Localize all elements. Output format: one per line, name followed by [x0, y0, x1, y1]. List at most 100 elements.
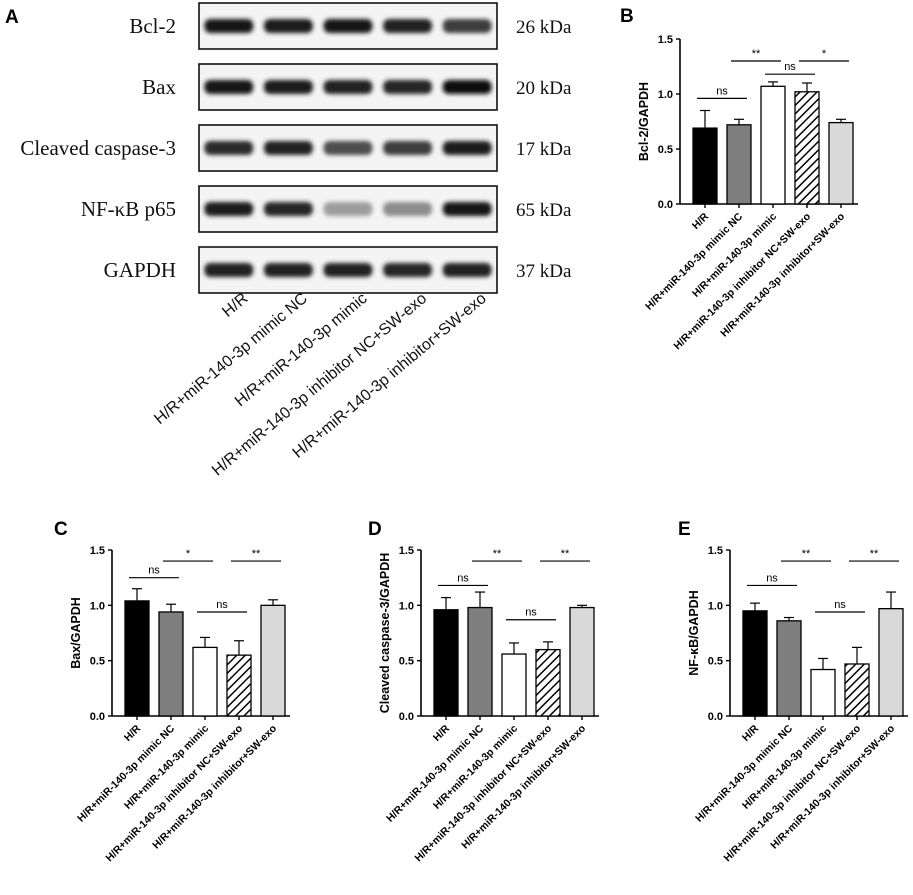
y-axis-label: NF-κB/GAPDH — [687, 590, 701, 675]
category-label: H/R — [690, 210, 712, 232]
panel-letter: C — [54, 519, 68, 540]
significance-label: ** — [802, 548, 811, 560]
category-label: H/R — [122, 722, 144, 744]
blot-band — [204, 141, 254, 155]
bar — [742, 610, 768, 717]
y-tick-label: 0.0 — [399, 711, 414, 723]
blot-band — [383, 80, 433, 94]
significance-label: ns — [148, 565, 160, 577]
significance-label: ns — [834, 599, 846, 611]
bar — [569, 606, 595, 717]
y-tick-label: 1.5 — [708, 545, 723, 557]
bar — [828, 121, 854, 205]
bar — [810, 668, 836, 717]
category-label: H/R+miR-140-3p inhibitor NC+SW-exo — [104, 723, 246, 865]
bar — [260, 604, 286, 717]
bar — [878, 608, 904, 717]
bar-chart-e: E0.00.51.01.5NF-κB/GAPDHH/RH/R+miR-140-3… — [678, 519, 908, 864]
y-tick-label: 0.0 — [658, 199, 673, 211]
significance-label: ns — [216, 599, 228, 611]
y-tick-label: 1.0 — [658, 89, 673, 101]
blot-band — [442, 202, 492, 216]
category-label: H/R+miR-140-3p inhibitor+SW-exo — [150, 723, 279, 852]
blot-band — [263, 202, 313, 216]
y-tick-label: 1.0 — [708, 600, 723, 612]
bar — [726, 124, 752, 205]
blot-lane-label: H/R — [219, 290, 251, 321]
blot-band — [323, 19, 373, 33]
blot-band — [263, 263, 313, 277]
category-label: H/R+miR-140-3p inhibitor NC+SW-exo — [722, 723, 864, 865]
blot-band — [263, 80, 313, 94]
bar — [692, 127, 718, 205]
bar — [124, 600, 150, 717]
y-tick-label: 0.0 — [90, 711, 105, 723]
blot-row: Bcl-2 26 kDa — [129, 2, 572, 50]
category-label: H/R — [740, 722, 762, 744]
significance-label: ** — [252, 548, 261, 560]
significance-label: * — [186, 548, 191, 560]
blot-band — [263, 19, 313, 33]
significance-label: ** — [493, 548, 502, 560]
bar — [192, 646, 218, 717]
bar — [467, 606, 493, 717]
bar — [158, 611, 184, 717]
blot-band — [442, 80, 492, 94]
significance-label: ** — [870, 548, 879, 560]
significance-label: ns — [457, 572, 469, 584]
blot-kda-label: 65 kDa — [516, 200, 572, 221]
bar — [844, 663, 870, 717]
bar — [501, 653, 527, 717]
y-tick-label: 0.5 — [399, 656, 414, 668]
panel-letter: D — [368, 519, 382, 540]
blot-band — [442, 19, 492, 33]
blot-protein-label: Bcl-2 — [129, 14, 176, 38]
bar — [433, 609, 459, 717]
bar — [776, 620, 802, 717]
significance-label: ns — [784, 61, 796, 73]
y-tick-label: 0.5 — [708, 656, 723, 668]
blot-band — [323, 263, 373, 277]
blot-row: GAPDH 37 kDa — [104, 246, 572, 294]
category-label: H/R — [431, 722, 453, 744]
y-tick-label: 1.5 — [90, 545, 105, 557]
y-tick-label: 1.5 — [658, 34, 673, 46]
blot-kda-label: 26 kDa — [516, 17, 572, 38]
blot-kda-label: 17 kDa — [516, 139, 572, 160]
bar-chart-c: C0.00.51.01.5Bax/GAPDHH/RH/R+miR-140-3p … — [54, 519, 290, 864]
blot-protein-label: GAPDH — [104, 258, 176, 282]
bar-chart-b: B0.00.51.01.5Bcl-2/GAPDHH/RH/R+miR-140-3… — [620, 6, 858, 352]
blot-lane-label: H/R+miR-140-3p inhibitor NC+SW-exo — [209, 290, 430, 480]
blot-band — [263, 141, 313, 155]
y-tick-label: 1.0 — [90, 600, 105, 612]
significance-label: * — [822, 48, 827, 60]
y-axis-label: Cleaved caspase-3/GAPDH — [378, 553, 392, 714]
y-tick-label: 0.5 — [90, 656, 105, 668]
blot-protein-label: Bax — [142, 75, 176, 99]
blot-protein-label: NF-κB p65 — [81, 197, 176, 221]
blot-band — [442, 263, 492, 277]
significance-label: ** — [561, 548, 570, 560]
blot-row: Cleaved caspase-3 17 kDa — [20, 124, 572, 172]
blot-kda-label: 37 kDa — [516, 261, 572, 282]
western-blot-panel: A Bcl-2 26 kDa Bax 20 kDa Cleaved caspase-3 17… — [5, 2, 572, 480]
blot-band — [383, 19, 433, 33]
blot-band — [204, 80, 254, 94]
blot-band — [204, 263, 254, 277]
y-tick-label: 0.0 — [708, 711, 723, 723]
significance-label: ** — [752, 48, 761, 60]
blot-band — [323, 202, 373, 216]
blot-band — [442, 141, 492, 155]
blot-band — [383, 263, 433, 277]
y-tick-label: 0.5 — [658, 144, 673, 156]
blot-band — [204, 19, 254, 33]
category-label: H/R+miR-140-3p inhibitor NC+SW-exo — [413, 723, 555, 865]
bar — [794, 91, 820, 205]
bar — [226, 654, 252, 717]
bar — [535, 648, 561, 717]
blot-row: NF-κB p65 65 kDa — [81, 185, 572, 233]
category-label: H/R+miR-140-3p inhibitor+SW-exo — [459, 723, 588, 852]
bar — [760, 85, 786, 205]
